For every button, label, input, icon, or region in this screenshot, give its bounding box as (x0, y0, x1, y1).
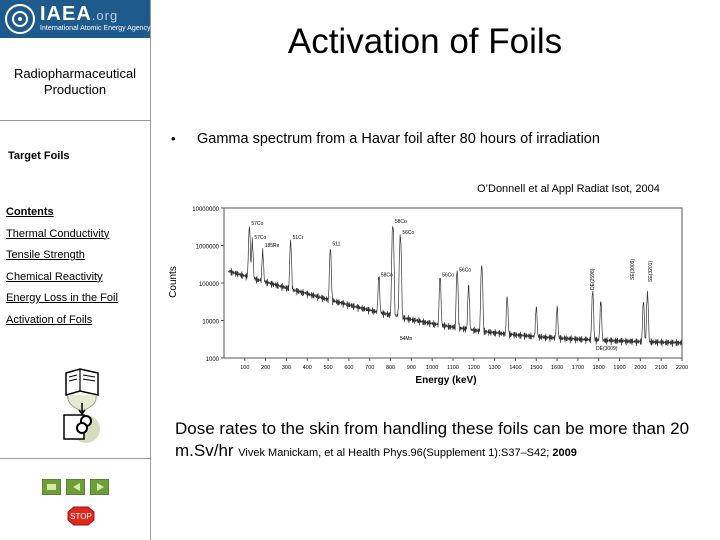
dose-text: Dose rates to the skin from handling the… (175, 419, 690, 460)
peak-label: 56Co (402, 230, 414, 236)
nav-contents[interactable]: Contents (6, 206, 54, 218)
sidebar-nav: Contents Thermal Conductivity Tensile St… (6, 205, 118, 334)
side-label: DE(3009) (596, 346, 618, 352)
x-tick-label: 1500 (530, 365, 542, 371)
y-tick-label: 1000000 (196, 245, 220, 251)
y-tick-label: 1000 (206, 357, 220, 363)
side-label: SE(3201) (648, 261, 654, 282)
peak-label: 58Co (381, 272, 393, 278)
dose-citation: Vivek Manickam, et al Health Phys.96(Sup… (238, 447, 577, 459)
logo-domain: .org (91, 8, 119, 23)
spectrum-line (227, 225, 683, 347)
x-tick-label: 1800 (593, 365, 605, 371)
chart-svg: Counts Energy (keV) 1000 10000 100000 10000… (168, 207, 688, 386)
logo-name: IAEA (40, 3, 92, 25)
x-tick-label: 800 (386, 365, 395, 371)
nav-tensile-strength[interactable]: Tensile Strength (6, 249, 85, 261)
peak-label: 56Co (442, 272, 454, 278)
atom-icon (5, 4, 35, 34)
previous-button[interactable] (66, 479, 85, 495)
plot-frame (223, 207, 683, 359)
nav-energy-loss[interactable]: Energy Loss in the Foil (6, 292, 118, 304)
nav-thermal-conductivity[interactable]: Thermal Conductivity (6, 227, 110, 240)
nav-chemical-reactivity[interactable]: Chemical Reactivity (6, 270, 103, 283)
x-tick-label: 900 (407, 365, 416, 371)
y-axis-label: Counts (168, 266, 179, 298)
iaea-logo: IAEA.org International Atomic Energy Age… (0, 0, 151, 38)
x-tick-label: 700 (365, 365, 374, 371)
dose-citation-text: Vivek Manickam, et al Health Phys.96(Sup… (238, 447, 553, 459)
x-tick-label: 2000 (634, 365, 646, 371)
sidebar-divider (0, 458, 150, 459)
side-label: DE(2598) (590, 268, 596, 290)
figure-citation: O’Donnell et al Appl Radiat Isot, 2004 (477, 183, 660, 195)
home-button[interactable] (42, 479, 61, 495)
book-icon[interactable] (62, 365, 102, 445)
x-tick-label: 1300 (489, 365, 501, 371)
x-tick-label: 200 (261, 365, 270, 371)
slide-title: Activation of Foils (287, 22, 563, 61)
x-tick-label: 1700 (572, 365, 584, 371)
peak-label: 511 (332, 242, 340, 248)
y-tick-label: 10000000 (192, 207, 219, 213)
peak-label: 57Co (254, 235, 266, 241)
stop-button[interactable]: STOP (67, 506, 95, 526)
x-tick-label: 500 (323, 365, 332, 371)
peak-label: 54Mn (400, 336, 413, 342)
side-label: SE(3009) (630, 259, 636, 280)
next-button[interactable] (90, 479, 109, 495)
x-tick-label: 1900 (613, 365, 625, 371)
section-label: Target Foils (8, 150, 70, 162)
course-title: Radiopharmaceutical Production (13, 66, 137, 97)
peak-label: 51Cr (293, 235, 304, 241)
dose-citation-year: 2009 (552, 447, 577, 459)
peak-label: 56Co (459, 268, 471, 274)
stop-label: STOP (70, 512, 92, 521)
x-tick-label: 600 (344, 365, 353, 371)
x-tick-label: 1100 (447, 365, 459, 371)
bullet-marker: • (171, 131, 176, 146)
x-tick-label: 100 (240, 365, 249, 371)
peak-label: 58Co (395, 219, 407, 225)
peak-label: 185Re (265, 243, 280, 249)
x-axis-label: Energy (keV) (415, 375, 476, 386)
sidebar: IAEA.org International Atomic Energy Age… (0, 0, 151, 540)
x-tick-label: 1600 (551, 365, 563, 371)
nav-activation-of-foils[interactable]: Activation of Foils (6, 313, 93, 326)
peak-label: 57Co (251, 221, 263, 227)
x-tick-label: 2100 (655, 365, 667, 371)
dose-statement: Dose rates to the skin from handling the… (175, 418, 705, 464)
x-tick-label: 1200 (468, 365, 480, 371)
y-tick-label: 100000 (199, 282, 220, 288)
sidebar-divider (0, 120, 150, 121)
logo-subtitle: International Atomic Energy Agency (40, 25, 151, 32)
gamma-spectrum-chart: Counts Energy (keV) 1000 10000 100000 10000… (164, 200, 690, 390)
bullet-text: Gamma spectrum from a Havar foil after 8… (197, 131, 600, 147)
x-tick-label: 400 (303, 365, 312, 371)
x-tick-label: 1000 (426, 365, 438, 371)
x-tick-label: 1400 (509, 365, 521, 371)
plot-area: 1000 10000 100000 1000000 10000000 100 200 300 4… (192, 207, 688, 371)
x-tick-label: 2200 (676, 365, 688, 371)
y-tick-label: 10000 (202, 320, 219, 326)
x-tick-label: 300 (282, 365, 291, 371)
